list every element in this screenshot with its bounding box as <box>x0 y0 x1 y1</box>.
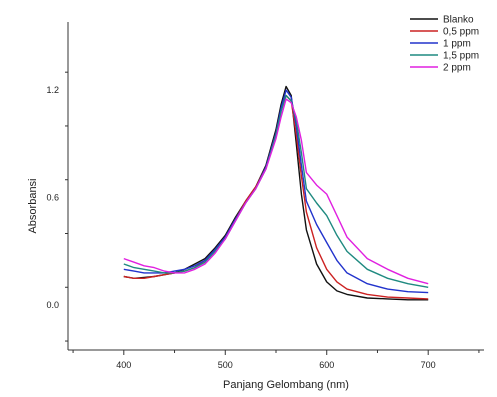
x-axis-title: Panjang Gelombang (nm) <box>223 379 349 391</box>
x-tick-label: 700 <box>421 360 436 370</box>
y-tick-label: 0.0 <box>46 300 59 310</box>
series-line-2-ppm <box>123 98 429 285</box>
x-tick-label: 400 <box>116 360 131 370</box>
y-axis-title: Absorbansi <box>27 178 39 233</box>
chart-series <box>123 85 429 301</box>
legend-label: Blanko <box>443 15 474 26</box>
legend-label: 1,5 ppm <box>443 51 479 62</box>
legend-label: 1 ppm <box>443 39 471 50</box>
series-line-1-5-ppm <box>123 94 429 288</box>
chart-ticks: 400 500 600 700 0.0 0.6 1.2 <box>46 71 480 370</box>
y-tick-label: 0.6 <box>46 193 59 203</box>
x-tick-label: 600 <box>319 360 334 370</box>
x-tick-label: 500 <box>218 360 233 370</box>
series-line-blanko <box>123 85 429 301</box>
legend-label: 2 ppm <box>443 63 471 74</box>
legend-label: 0,5 ppm <box>443 27 479 38</box>
series-line-1-ppm <box>123 89 429 294</box>
chart-axes <box>67 22 484 351</box>
y-tick-label: 1.2 <box>46 85 59 95</box>
